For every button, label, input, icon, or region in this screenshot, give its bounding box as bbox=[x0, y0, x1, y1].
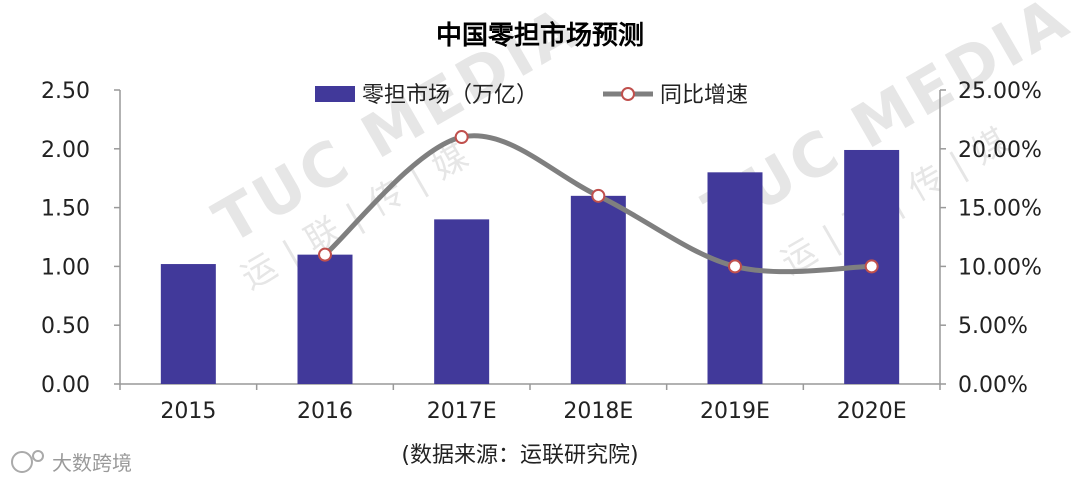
bar-2018E bbox=[570, 195, 626, 384]
y-tick-label-left: 0.50 bbox=[41, 314, 90, 339]
y-tick-label-right: 0.00% bbox=[958, 373, 1028, 398]
x-tick-label: 2020E bbox=[837, 399, 907, 424]
y-tick-label-right: 10.00% bbox=[958, 255, 1042, 280]
x-tick-label: 2018E bbox=[563, 399, 633, 424]
bar-2015 bbox=[160, 264, 216, 384]
corner-logo-icon bbox=[11, 451, 33, 473]
growth-point-2016 bbox=[318, 247, 332, 262]
legend-swatch-marker bbox=[621, 87, 635, 101]
legend-swatch-bar bbox=[315, 86, 355, 102]
x-tick-label: 2019E bbox=[700, 399, 770, 424]
source-note: (数据来源：运联研究院) bbox=[401, 443, 638, 468]
x-tick-label: 2015 bbox=[160, 399, 216, 424]
y-tick-label-left: 0.00 bbox=[41, 373, 90, 398]
y-tick-label-left: 1.00 bbox=[41, 255, 90, 280]
chart-title: 中国零担市场预测 bbox=[436, 20, 644, 51]
growth-point-2018E bbox=[591, 188, 606, 203]
y-tick-label-left: 2.50 bbox=[41, 79, 90, 104]
corner-logo-dot-icon bbox=[32, 450, 44, 462]
tick-layer: 0.00 0.50 1.00 1.50 2.00 2.50 0.00% 5.00% 10.00%… bbox=[41, 79, 1042, 398]
bar-2017E bbox=[434, 219, 490, 384]
legend-label-line: 同比增速 bbox=[660, 83, 748, 108]
bar-2016 bbox=[297, 254, 353, 384]
legend: 零担市场（万亿） 同比增速 bbox=[315, 83, 748, 108]
line-layer bbox=[318, 130, 879, 275]
legend-label-bar: 零担市场（万亿） bbox=[362, 83, 538, 108]
x-tick-label: 2016 bbox=[297, 399, 353, 424]
growth-point-2020E bbox=[864, 259, 879, 274]
corner-watermark: 大数跨境 bbox=[11, 450, 132, 475]
y-tick-label-left: 1.50 bbox=[41, 197, 90, 222]
growth-point-2017E bbox=[454, 130, 469, 145]
y-tick-label-right: 20.00% bbox=[958, 138, 1042, 163]
y-tick-label-right: 5.00% bbox=[958, 314, 1028, 339]
x-tick-labels: 2015 2016 2017E 2018E 2019E 2020E bbox=[160, 399, 906, 424]
y-tick-label-right: 25.00% bbox=[958, 79, 1042, 104]
bar-2019E bbox=[707, 172, 763, 384]
growth-point-2019E bbox=[728, 259, 742, 274]
corner-watermark-text: 大数跨境 bbox=[52, 451, 132, 475]
y-tick-label-left: 2.00 bbox=[41, 138, 90, 163]
x-tick-label: 2017E bbox=[427, 399, 497, 424]
y-tick-label-right: 15.00% bbox=[958, 197, 1042, 222]
